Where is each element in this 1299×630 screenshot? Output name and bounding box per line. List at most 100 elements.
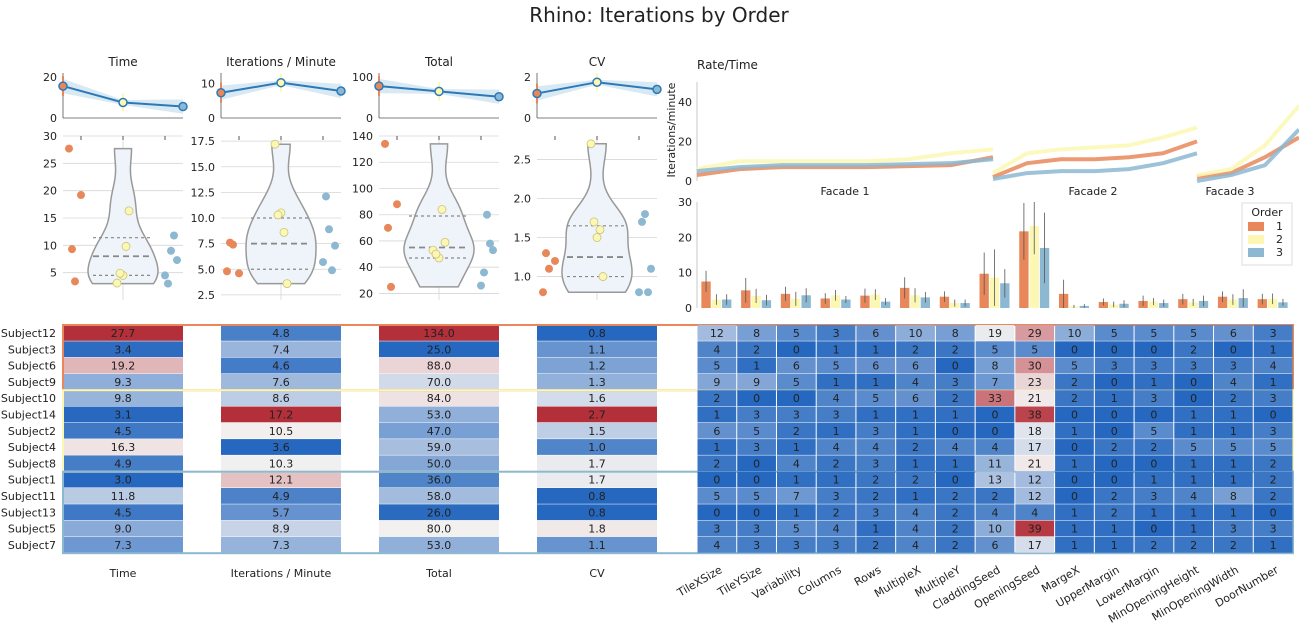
param-value: 1 [833,343,840,356]
param-value: 3 [833,409,840,422]
param-cell [776,357,816,374]
param-value: 0 [952,360,959,373]
param-value: 1 [793,441,800,454]
param-cell [1253,488,1293,504]
param-cell [1134,488,1174,504]
param-cell [776,536,816,553]
param-cell [737,471,776,488]
facet-label: Facade 2 [1068,185,1117,198]
legend-label: 1 [1276,220,1283,233]
param-value: 0 [793,392,800,405]
metric-cell [63,455,183,472]
param-cell [1253,341,1293,358]
metric-value: 0.8 [588,327,606,340]
trend-point [374,81,384,91]
subject-point [437,205,447,214]
subject-point [589,217,599,227]
param-cell [816,406,856,423]
metric-value: 25.0 [427,343,452,356]
param-cell [856,390,896,406]
metric-value: 4.5 [114,506,132,519]
param-cell [776,520,816,537]
param-cell [776,341,816,358]
param-value: 0 [1071,441,1078,454]
param-cell [737,390,776,406]
param-column-label: Columns [796,563,844,598]
param-value: 2 [753,343,760,356]
rate-line-order3 [1196,128,1299,183]
param-value: 10 [909,327,923,340]
param-value: 0 [793,343,800,356]
param-cell [1174,504,1214,521]
param-value: 0 [1111,343,1118,356]
y-tick-label: 120 [352,156,373,169]
param-value: 6 [912,360,919,373]
param-cell [935,455,975,472]
param-value: 5 [1150,425,1157,438]
bar-y-tick: 10 [678,267,692,280]
trend-tick-label: 20 [43,71,57,84]
param-value: 0 [1270,409,1277,422]
param-cell [776,504,816,521]
param-value: 4 [872,441,879,454]
subject-point [161,271,169,280]
subject-point [279,227,289,237]
param-value: 1 [713,409,720,422]
param-cell [1214,390,1253,406]
param-cell [1214,373,1253,390]
subject-label: Subject10 [1,392,56,405]
subject-label: Subject4 [8,441,56,454]
subject-point [431,249,441,259]
y-tick-label: 40 [359,261,373,274]
metric-cell [537,422,657,439]
param-value: 2 [952,523,959,536]
param-value: 5 [872,392,879,405]
param-cell [1174,357,1214,374]
param-value: 3 [1150,490,1157,503]
param-value: 8 [952,327,959,340]
metric-value: 8.6 [272,392,290,405]
param-value: 3 [1270,327,1277,340]
metric-cell [63,373,183,390]
param-cell [1253,455,1293,472]
subject-point [489,246,497,255]
subject-point [223,267,231,276]
param-cell [737,488,776,504]
metric-value: 84.0 [427,392,452,405]
param-cell [1253,373,1293,390]
param-cell [1015,341,1055,358]
bar-order2 [1029,226,1039,308]
metric-cell [221,357,341,374]
metric-value: 12.1 [269,474,294,487]
param-value: 1 [1071,506,1078,519]
metric-cell [221,439,341,455]
bar-order2 [870,294,880,308]
param-value: 2 [872,490,879,503]
param-value: 1 [1071,457,1078,470]
metric-cell [221,390,341,406]
figure-title: Rhino: Iterations by Order [529,3,789,27]
subject-point [644,288,652,297]
param-value: 3 [713,523,720,536]
param-value: 5 [753,490,760,503]
param-cell [856,357,896,374]
param-value: 2 [872,474,879,487]
metric-value: 53.0 [427,409,452,422]
metric-cell [537,536,657,553]
param-value: 1 [1071,523,1078,536]
trend-point [434,86,444,97]
rate-y-tick: 0 [685,175,692,188]
param-value: 0 [753,392,760,405]
param-cell [816,488,856,504]
subject-point [170,231,178,240]
bar-y-tick: 20 [678,231,692,244]
param-value: 3 [833,327,840,340]
param-value: 3 [1150,360,1157,373]
param-cell [896,422,935,439]
param-value: 6 [1230,327,1237,340]
param-cell [856,373,896,390]
metric-cell [63,422,183,439]
param-value: 1 [1111,392,1118,405]
param-value: 5 [1270,441,1277,454]
param-value: 1 [1190,523,1197,536]
